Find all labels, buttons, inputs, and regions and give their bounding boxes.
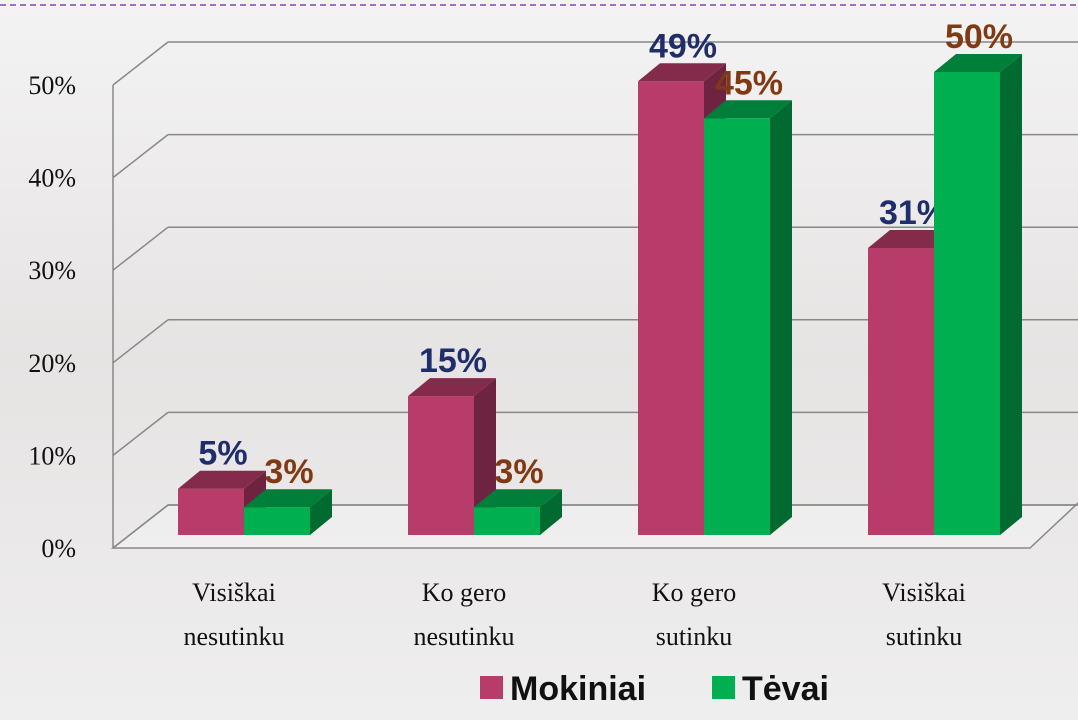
bar-top <box>638 63 726 82</box>
bar <box>178 488 244 535</box>
bar-top <box>408 378 496 397</box>
y-tick-label: 0% <box>41 534 76 563</box>
bar-side <box>540 489 562 535</box>
value-label: 45% <box>715 64 783 102</box>
legend-swatch <box>712 676 735 699</box>
bar <box>868 247 934 535</box>
grid-line <box>112 504 169 549</box>
y-tick-label: 10% <box>28 441 76 470</box>
bar-top <box>244 489 332 508</box>
x-tick-label: Ko gero <box>652 578 736 607</box>
grid-line <box>112 134 169 179</box>
bar-top <box>704 100 792 119</box>
grid-line <box>112 226 169 271</box>
legend-label: Mokiniai <box>510 670 646 708</box>
bar-top <box>934 54 1022 72</box>
value-label: 5% <box>198 435 247 473</box>
bar <box>704 118 770 536</box>
value-label: 15% <box>419 342 487 380</box>
x-tick-label: Visiškai <box>192 578 276 607</box>
bar-side <box>310 489 332 535</box>
bar <box>934 72 1000 535</box>
grid-line <box>112 319 169 364</box>
bar-side <box>770 100 792 536</box>
y-tick-label: 20% <box>28 349 76 378</box>
y-tick-label: 50% <box>28 71 76 100</box>
x-tick-label: sutinku <box>656 622 733 651</box>
bar-side <box>1000 54 1022 535</box>
x-tick-label: sutinku <box>886 622 963 651</box>
x-tick-label: Visiškai <box>882 578 966 607</box>
y-tick-label: 30% <box>28 256 76 285</box>
value-label: 49% <box>649 27 717 65</box>
value-label: 3% <box>494 453 543 491</box>
bar-top <box>474 489 562 508</box>
bar <box>474 507 540 535</box>
x-tick-label: nesutinku <box>183 622 284 651</box>
grid-line <box>112 411 169 456</box>
grid-line <box>112 41 169 86</box>
y-tick-label: 40% <box>28 164 76 193</box>
x-tick-label: Ko gero <box>422 578 506 607</box>
value-label: 3% <box>264 453 313 491</box>
bar <box>244 507 310 535</box>
legend-label: Tėvai <box>742 670 829 708</box>
bar <box>408 396 474 535</box>
x-tick-label: nesutinku <box>413 622 514 651</box>
legend-swatch <box>480 676 503 699</box>
bar <box>638 81 704 535</box>
bar-top <box>178 470 266 489</box>
value-label: 50% <box>945 18 1013 56</box>
